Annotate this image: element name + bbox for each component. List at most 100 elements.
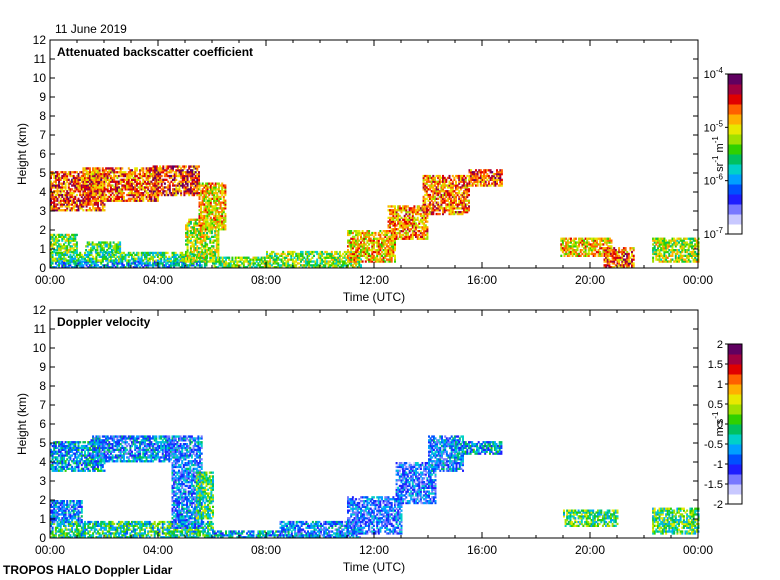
heatmap-cell <box>208 192 211 195</box>
heatmap-cell <box>463 201 466 204</box>
heatmap-cell <box>74 249 77 252</box>
heatmap-cell <box>376 245 379 248</box>
heatmap-cell <box>568 247 571 250</box>
heatmap-cell <box>132 262 135 265</box>
heatmap-cell <box>91 247 94 250</box>
heatmap-cell <box>221 209 224 212</box>
heatmap-cell <box>72 195 75 199</box>
heatmap-cell <box>198 195 201 199</box>
heatmap-cell <box>139 171 142 174</box>
heatmap-cell <box>456 174 459 178</box>
heatmap-cell <box>58 235 61 238</box>
heatmap-cell <box>199 231 202 235</box>
heatmap-cell <box>228 262 231 265</box>
heatmap-cell <box>372 231 375 235</box>
heatmap-cell <box>194 230 197 233</box>
heatmap-cell <box>137 195 140 199</box>
heatmap-cell <box>134 193 137 197</box>
heatmap-cell <box>66 201 69 204</box>
heatmap-cell <box>64 178 67 181</box>
heatmap-cell <box>185 235 187 238</box>
heatmap-cell <box>135 257 138 260</box>
heatmap-cell <box>167 193 170 197</box>
heatmap-cell <box>296 254 299 257</box>
heatmap-cell <box>435 212 438 216</box>
heatmap-cell <box>51 186 54 189</box>
heatmap-cell <box>437 176 440 180</box>
heatmap-cell <box>145 262 148 265</box>
heatmap-cell <box>298 262 301 265</box>
heatmap-cell <box>389 243 392 246</box>
heatmap-cell <box>98 259 101 262</box>
heatmap-cell <box>338 250 341 254</box>
heatmap-cell <box>171 260 174 263</box>
heatmap-cell <box>385 233 388 237</box>
heatmap-cell <box>451 184 454 187</box>
heatmap-cell <box>135 169 138 172</box>
heatmap-cell <box>88 264 91 267</box>
heatmap-cell <box>189 178 192 181</box>
heatmap-cell <box>296 262 299 265</box>
heatmap-cell <box>64 233 67 237</box>
heatmap-cell <box>451 205 454 208</box>
heatmap-cell <box>224 193 227 197</box>
heatmap-cell <box>54 197 57 200</box>
heatmap-cell <box>584 252 587 256</box>
heatmap-cell <box>317 264 320 267</box>
heatmap-cell <box>189 192 192 195</box>
heatmap-cell <box>191 178 194 181</box>
heatmap-cell <box>400 209 403 212</box>
heatmap-cell <box>384 250 387 254</box>
heatmap-cell <box>114 247 117 250</box>
heatmap-cell <box>481 174 484 178</box>
heatmap-cell <box>148 167 151 170</box>
heatmap-cell <box>325 262 328 265</box>
heatmap-cell <box>64 239 67 242</box>
heatmap-cell <box>437 184 440 187</box>
heatmap-cell <box>566 245 569 248</box>
heatmap-cell <box>211 224 214 227</box>
heatmap-cell <box>411 220 414 223</box>
heatmap-cell <box>201 249 204 252</box>
heatmap-cell <box>389 209 392 212</box>
heatmap-cell <box>193 186 196 189</box>
heatmap-cell <box>64 195 67 199</box>
heatmap-cell <box>450 192 453 195</box>
heatmap-cell <box>470 180 473 183</box>
heatmap-cell <box>345 266 348 269</box>
heatmap-cell <box>107 243 110 246</box>
heatmap-cell <box>252 260 255 263</box>
heatmap-cell <box>77 190 80 193</box>
heatmap-cell <box>306 254 309 257</box>
heatmap-cell <box>408 216 411 219</box>
heatmap-cell <box>338 254 341 257</box>
heatmap-cell <box>186 247 189 250</box>
heatmap-cell <box>191 180 194 183</box>
heatmap-cell <box>210 220 213 223</box>
heatmap-cell <box>97 171 99 174</box>
heatmap-cell <box>363 245 366 248</box>
heatmap-cell <box>226 266 229 269</box>
heatmap-cell <box>446 184 449 187</box>
heatmap-cell <box>152 178 155 181</box>
heatmap-cell <box>161 262 164 265</box>
heatmap-cell <box>193 247 196 250</box>
heatmap-cell <box>159 176 162 180</box>
heatmap-cell <box>193 167 196 170</box>
heatmap-cell <box>440 207 443 210</box>
heatmap-cell <box>402 207 405 210</box>
heatmap-cell <box>288 258 291 261</box>
heatmap-cell <box>402 237 405 240</box>
heatmap-cell <box>419 237 422 240</box>
heatmap-cell <box>397 209 400 212</box>
heatmap-cell <box>191 256 194 259</box>
heatmap-cell <box>360 254 362 257</box>
heatmap-cell <box>224 220 227 223</box>
heatmap-cell <box>66 239 69 242</box>
heatmap-cell <box>148 257 151 260</box>
heatmap-cell <box>217 254 220 257</box>
heatmap-cell <box>468 171 471 174</box>
heatmap-cell <box>453 190 456 193</box>
heatmap-cell <box>291 262 294 265</box>
heatmap-cell <box>314 262 317 265</box>
